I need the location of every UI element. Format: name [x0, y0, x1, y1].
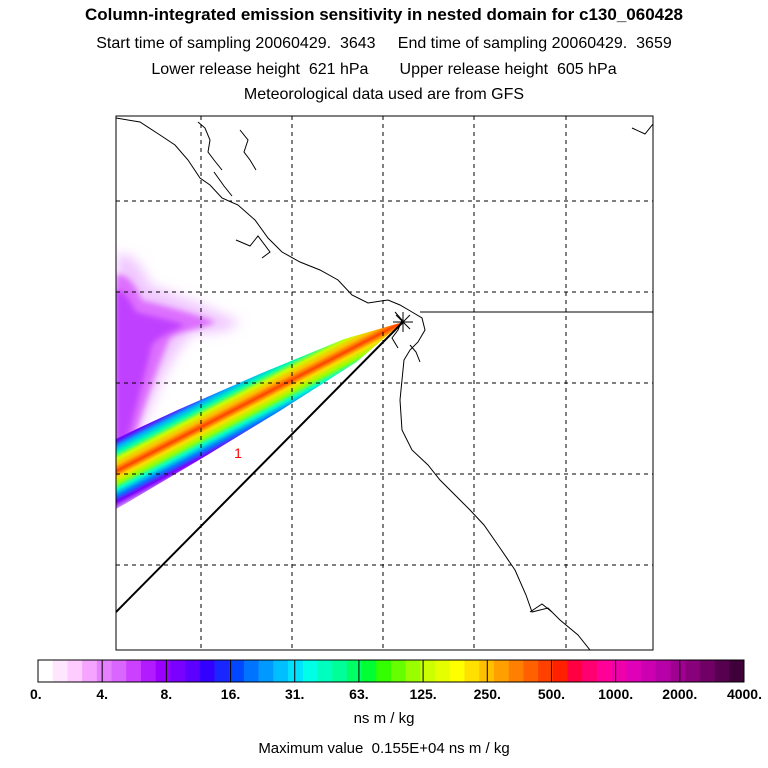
- colorbar-swatch: [538, 660, 554, 682]
- colorbar-swatch: [199, 660, 215, 682]
- lat-lon-grid: [116, 116, 653, 650]
- release-height-subtitle: Lower release height 621 hPa Upper relea…: [151, 61, 617, 78]
- colorbar-swatch: [405, 660, 421, 682]
- colorbar-swatch: [214, 660, 230, 682]
- colorbar-tick-label: 500.: [538, 686, 565, 702]
- emission-plume: [116, 322, 403, 519]
- colorbar-swatch: [126, 660, 142, 682]
- colorbar-swatch: [288, 660, 304, 682]
- colorbar-swatch: [273, 660, 289, 682]
- colorbar-swatch: [38, 660, 54, 682]
- purple-sensitivity-region: [116, 253, 240, 490]
- max-value-text: Maximum value 0.155E+04 ns m / kg: [258, 740, 510, 757]
- colorbar-swatch: [258, 660, 274, 682]
- colorbar-swatch: [464, 660, 480, 682]
- colorbar-swatch: [302, 660, 318, 682]
- colorbar-swatch: [317, 660, 333, 682]
- colorbar-tick-label: 4000.: [727, 686, 762, 702]
- colorbar-swatch: [567, 660, 583, 682]
- colorbar-tick-label: 0.: [30, 686, 42, 702]
- colorbar-swatch: [508, 660, 524, 682]
- colorbar-swatch: [229, 660, 245, 682]
- colorbar-swatch: [479, 660, 495, 682]
- colorbar-swatch: [111, 660, 127, 682]
- colorbar-swatch: [523, 660, 539, 682]
- plume-label: 1: [234, 445, 242, 461]
- colorbar-swatch: [714, 660, 730, 682]
- colorbar-swatch: [626, 660, 642, 682]
- colorbar-tick-label: 2000.: [662, 686, 697, 702]
- colorbar-swatch: [685, 660, 701, 682]
- colorbar-swatch: [346, 660, 362, 682]
- colorbar-swatch: [420, 660, 436, 682]
- release-point-marker: [393, 312, 413, 332]
- colorbar-swatch: [67, 660, 83, 682]
- colorbar-tick-label: 1000.: [598, 686, 633, 702]
- colorbar-swatch: [155, 660, 171, 682]
- colorbar: [37, 659, 745, 683]
- colorbar-swatch: [729, 660, 745, 682]
- colorbar-frame: [37, 659, 745, 683]
- colorbar-tick-label: 4.: [96, 686, 108, 702]
- colorbar-swatch: [699, 660, 715, 682]
- colorbar-swatch: [449, 660, 465, 682]
- colorbar-swatch: [596, 660, 612, 682]
- colorbar-swatch: [82, 660, 98, 682]
- colorbar-swatch: [52, 660, 68, 682]
- colorbar-swatch: [170, 660, 186, 682]
- colorbar-tick-label: 31.: [285, 686, 304, 702]
- colorbar-tick-label: 125.: [409, 686, 436, 702]
- colorbar-swatch: [655, 660, 671, 682]
- colorbar-swatch: [185, 660, 201, 682]
- colorbar-tick-label: 16.: [221, 686, 240, 702]
- colorbar-swatch: [611, 660, 627, 682]
- colorbar-swatch: [140, 660, 156, 682]
- colorbar-swatch: [243, 660, 259, 682]
- chart-title: Column-integrated emission sensitivity i…: [84, 5, 684, 24]
- colorbar-swatch: [361, 660, 377, 682]
- colorbar-swatch: [391, 660, 407, 682]
- colorbar-swatch: [582, 660, 598, 682]
- coastlines: [116, 117, 653, 650]
- colorbar-swatch: [376, 660, 392, 682]
- colorbar-swatch: [493, 660, 509, 682]
- map-area: 1: [116, 116, 653, 650]
- colorbar-swatch: [96, 660, 112, 682]
- colorbar-swatch: [332, 660, 348, 682]
- colorbar-swatch: [641, 660, 657, 682]
- map-frame: [115, 115, 654, 651]
- colorbar-tick-label: 63.: [349, 686, 368, 702]
- colorbar-ticks: 0. 4. 8. 16. 31. 63. 125. 250. 500. 1000. 2000. 400…: [30, 660, 762, 702]
- trajectory-line: [116, 321, 404, 613]
- sampling-time-subtitle: Start time of sampling 20060429. 3643 En…: [96, 35, 672, 52]
- colorbar-units: ns m / kg: [353, 710, 415, 727]
- colorbar-tick-label: 8.: [161, 686, 173, 702]
- colorbar-swatch: [670, 660, 686, 682]
- met-data-subtitle: Meteorological data used are from GFS: [243, 86, 525, 103]
- colorbar-swatch: [552, 660, 568, 682]
- colorbar-tick-label: 250.: [474, 686, 501, 702]
- colorbar-swatch: [435, 660, 451, 682]
